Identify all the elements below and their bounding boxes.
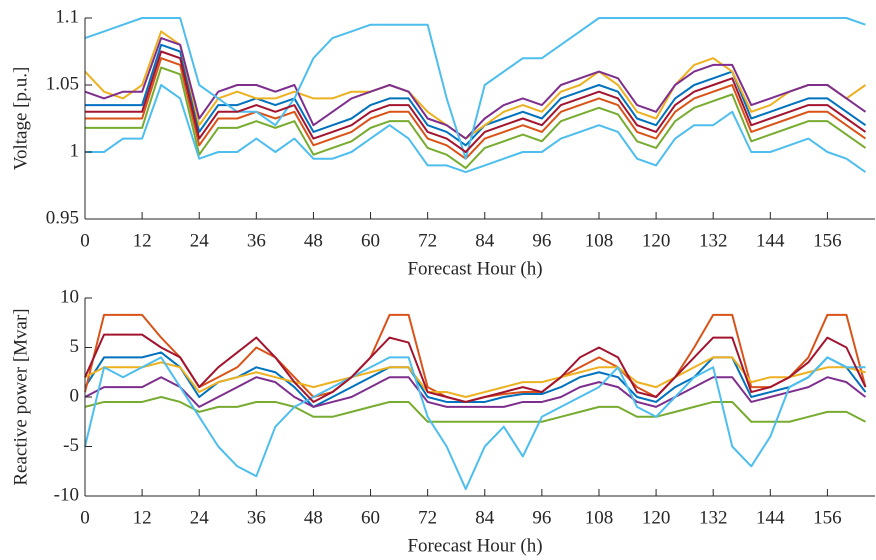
- x-tick-label: 156: [813, 507, 842, 528]
- x-tick-label: 12: [133, 507, 152, 528]
- y-tick-label: -10: [54, 484, 79, 505]
- x-tick-label: 144: [756, 507, 785, 528]
- y-tick-label: 0.95: [46, 207, 79, 228]
- y-tick-label: 0: [70, 385, 80, 406]
- x-tick-label: 60: [361, 507, 380, 528]
- x-axis-label: Forecast Hour (h): [407, 258, 542, 279]
- x-tick-label: 24: [190, 507, 210, 528]
- y-tick-label: 1.05: [46, 73, 79, 94]
- series-line: [84, 30, 867, 140]
- x-tick-label: 60: [361, 230, 380, 251]
- x-tick-label: 144: [756, 230, 785, 251]
- x-tick-label: 84: [475, 230, 495, 251]
- series-line: [84, 356, 866, 398]
- x-tick-label: 0: [80, 507, 90, 528]
- y-axis-label: Reactive power [Mvar]: [10, 308, 31, 485]
- series-line: [84, 17, 866, 160]
- x-tick-label: 96: [532, 507, 551, 528]
- x-tick-label: 0: [80, 230, 90, 251]
- series-line: [84, 376, 867, 408]
- x-tick-label: 108: [585, 507, 614, 528]
- x-axis-label: Forecast Hour (h): [407, 535, 542, 556]
- x-tick-label: 132: [699, 230, 728, 251]
- x-tick-label: 108: [585, 230, 614, 251]
- y-tick-label: 1.1: [55, 6, 79, 27]
- x-tick-label: 48: [304, 507, 323, 528]
- y-tick-label: 1: [70, 140, 80, 161]
- plot-lines: [84, 17, 867, 174]
- series-line: [84, 333, 867, 403]
- y-tick-label: -5: [63, 435, 79, 456]
- x-tick-label: 96: [532, 230, 551, 251]
- x-tick-label: 24: [190, 230, 210, 251]
- x-tick-label: 36: [247, 230, 266, 251]
- series-line: [85, 84, 867, 174]
- series-line: [85, 43, 867, 147]
- x-tick-label: 72: [418, 507, 437, 528]
- series-line: [85, 57, 867, 160]
- y-axis-label: Voltage [p.u.]: [10, 67, 31, 171]
- x-tick-label: 132: [699, 507, 728, 528]
- x-tick-label: 48: [304, 230, 323, 251]
- y-tick-label: 5: [70, 336, 80, 357]
- x-tick-label: 84: [475, 507, 495, 528]
- series-line: [84, 356, 866, 491]
- x-tick-label: 120: [642, 230, 671, 251]
- series-line: [85, 50, 867, 153]
- x-tick-label: 156: [813, 230, 842, 251]
- y-tick-label: 10: [60, 286, 79, 307]
- x-tick-label: 120: [642, 507, 671, 528]
- x-tick-label: 72: [418, 230, 437, 251]
- plot-lines: [84, 313, 867, 491]
- series-line: [85, 66, 867, 170]
- series-line: [84, 396, 866, 423]
- x-tick-label: 12: [133, 230, 152, 251]
- x-tick-label: 36: [247, 507, 266, 528]
